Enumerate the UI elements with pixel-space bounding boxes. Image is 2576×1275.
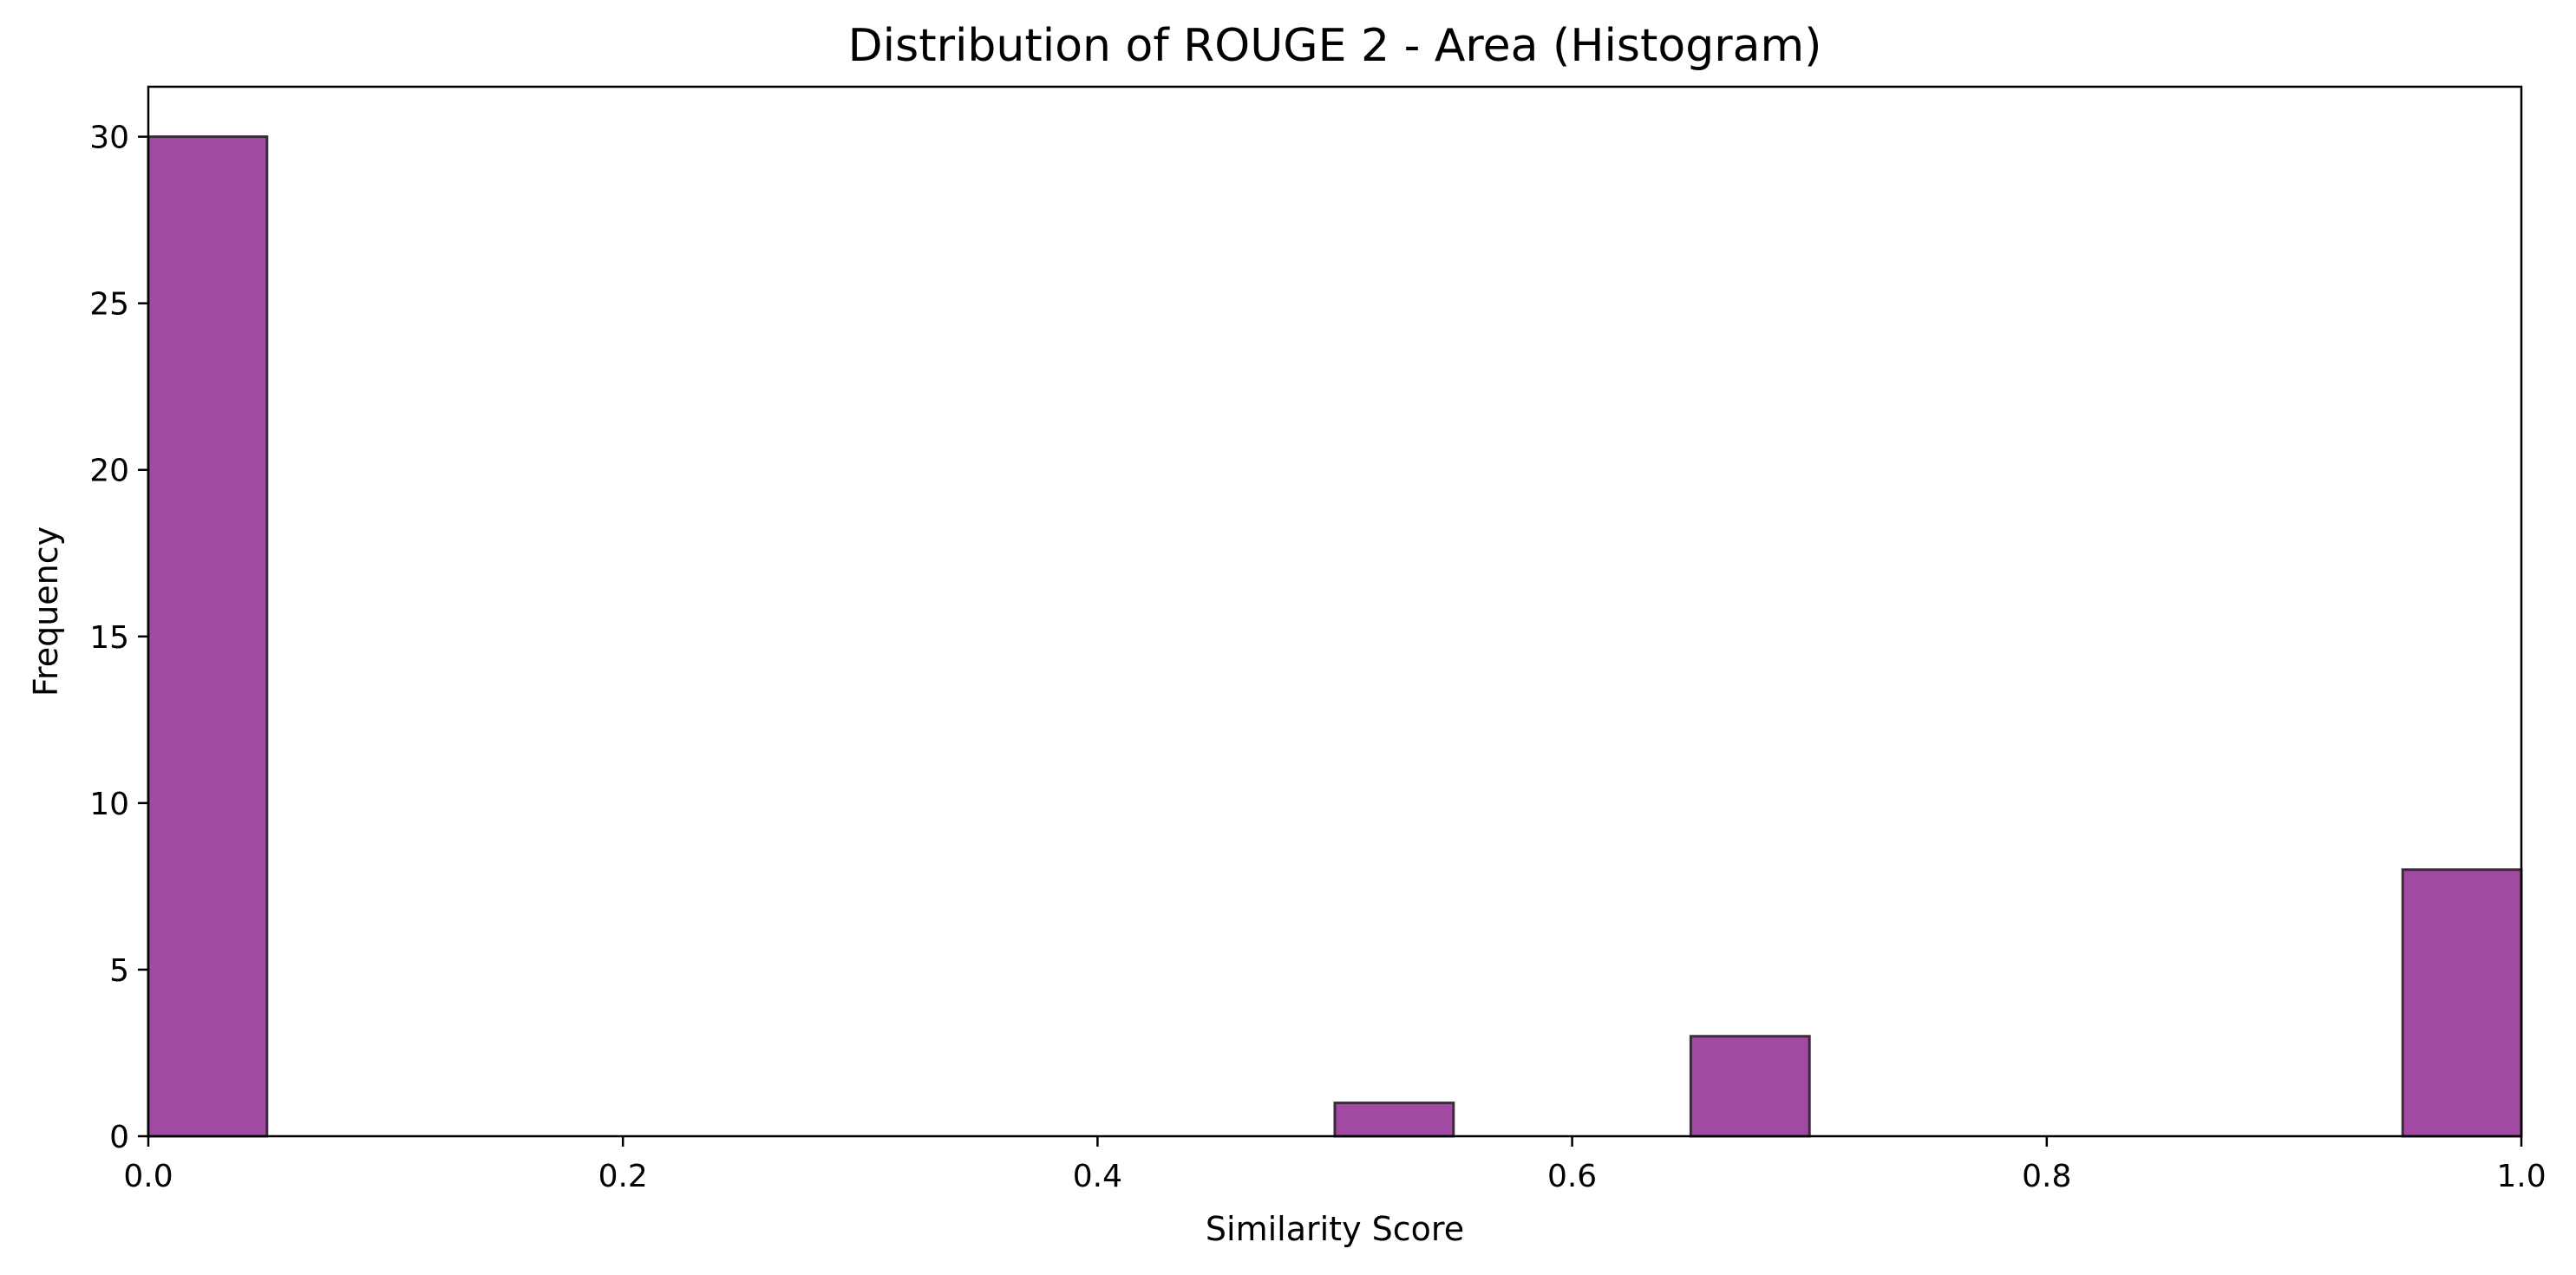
- y-tick-label-6: 30: [89, 121, 129, 156]
- y-tick-label-3: 15: [89, 620, 129, 656]
- x-tick-label-0: 0.0: [123, 1159, 173, 1194]
- x-tick-label-5: 1.0: [2496, 1159, 2546, 1194]
- y-tick-label-1: 5: [109, 953, 129, 989]
- bars-group: [147, 135, 2523, 1138]
- y-tick-label-2: 10: [89, 787, 129, 822]
- y-tick-label-5: 25: [89, 287, 129, 323]
- x-tick-label-1: 0.2: [598, 1159, 648, 1194]
- x-axis-label: Similarity Score: [1206, 1210, 1464, 1248]
- x-tick-label-2: 0.4: [1073, 1159, 1122, 1194]
- x-tick-label-3: 0.6: [1547, 1159, 1597, 1194]
- histogram-bar-3: [2401, 868, 2523, 1138]
- y-axis-label: Frequency: [27, 526, 65, 696]
- histogram-bar-0: [147, 135, 269, 1138]
- x-axis-ticks: 0.0 0.2 0.4 0.6 0.8 1.0: [123, 1136, 2547, 1194]
- y-axis-ticks: 0 5 10 15 20 25 30: [89, 121, 148, 1155]
- histogram-bar-1: [1333, 1102, 1455, 1138]
- chart-title: Distribution of ROUGE 2 - Area (Histogra…: [848, 20, 1822, 72]
- y-tick-label-4: 20: [89, 454, 129, 489]
- plot-frame: [147, 85, 2523, 1138]
- y-tick-label-0: 0: [109, 1120, 129, 1155]
- x-tick-label-4: 0.8: [2022, 1159, 2071, 1194]
- histogram-bar-2: [1689, 1035, 1811, 1138]
